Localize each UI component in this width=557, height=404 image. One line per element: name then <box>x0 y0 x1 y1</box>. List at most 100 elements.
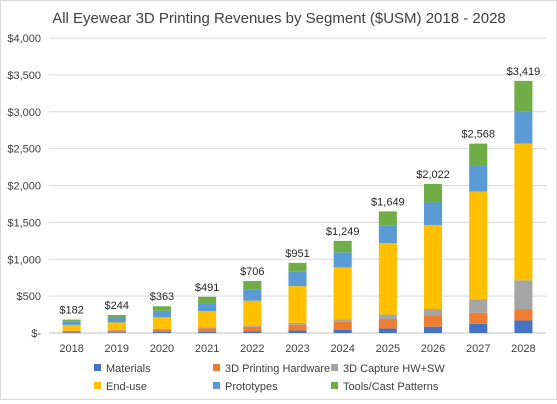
bar-segment-prototypes-2024 <box>334 252 352 267</box>
bar-segment-materials-2026 <box>424 327 442 333</box>
bar-segment-prototypes-2018 <box>63 322 81 325</box>
y-axis: $- $500 $1,000 $1,500 $2,000 $2,500 $3,000 $3,5… <box>7 33 41 340</box>
bar-segment-prototypes-2026 <box>424 202 442 224</box>
bars <box>63 81 533 333</box>
x-tick-label: 2021 <box>195 343 219 355</box>
bar-segment-materials-2019 <box>108 332 126 333</box>
bar-segment-3d-capture-hw-sw-2027 <box>469 299 487 312</box>
legend-label: 3D Capture HW+SW <box>343 363 445 375</box>
bar-segment-end-use-2027 <box>469 191 487 299</box>
total-label-2020: $363 <box>150 291 174 303</box>
bar-segment-end-use-2021 <box>198 311 216 327</box>
bar-segment-3d-capture-hw-sw-2028 <box>514 280 532 309</box>
x-tick-label: 2026 <box>421 343 445 355</box>
bar-segment-end-use-2022 <box>243 301 261 326</box>
x-tick-label: 2024 <box>330 343 354 355</box>
bar-segment-3d-printing-hardware-2028 <box>514 309 532 320</box>
y-tick-label: $3,000 <box>7 107 41 119</box>
legend-label: 3D Printing Hardware <box>225 363 330 375</box>
legend-swatch-3d-capture-hw-sw <box>331 364 338 371</box>
bar-segment-tools-cast-patterns-2026 <box>424 184 442 203</box>
total-label-2027: $2,568 <box>461 129 495 141</box>
bar-segment-3d-printing-hardware-2023 <box>288 325 306 331</box>
y-tick-label: $1,500 <box>7 217 41 229</box>
legend-swatch-end-use <box>94 382 101 389</box>
x-tick-label: 2022 <box>240 343 264 355</box>
bar-segment-3d-capture-hw-sw-2023 <box>288 323 306 325</box>
bar-segment-3d-printing-hardware-2024 <box>334 322 352 330</box>
bar-segment-end-use-2024 <box>334 267 352 319</box>
bar-segment-prototypes-2028 <box>514 112 532 144</box>
total-label-2028: $3,419 <box>507 66 541 78</box>
bar-segment-3d-printing-hardware-2025 <box>379 319 397 329</box>
bar-segment-end-use-2026 <box>424 225 442 309</box>
bar-segment-materials-2023 <box>288 331 306 333</box>
bar-segment-tools-cast-patterns-2028 <box>514 81 532 112</box>
bar-segment-3d-capture-hw-sw-2026 <box>424 309 442 316</box>
bar-segment-materials-2020 <box>153 332 171 333</box>
bar-segment-materials-2021 <box>198 332 216 333</box>
bar-segment-3d-printing-hardware-2027 <box>469 313 487 324</box>
x-tick-label: 2025 <box>376 343 400 355</box>
bar-segment-materials-2018 <box>63 332 81 333</box>
bar-segment-tools-cast-patterns-2020 <box>153 306 171 311</box>
bar-segment-tools-cast-patterns-2022 <box>243 281 261 290</box>
legend-swatch-materials <box>94 364 101 371</box>
total-label-2022: $706 <box>240 266 264 278</box>
bar-segment-end-use-2018 <box>63 325 81 331</box>
x-tick-label: 2027 <box>466 343 490 355</box>
y-tick-label: $500 <box>17 291 41 303</box>
bar-segment-materials-2022 <box>243 331 261 333</box>
x-tick-label: 2019 <box>105 343 129 355</box>
total-label-2025: $1,649 <box>371 196 405 208</box>
y-tick-label: $2,000 <box>7 181 41 193</box>
chart-title: All Eyewear 3D Printing Revenues by Segm… <box>52 10 506 27</box>
bar-segment-3d-printing-hardware-2019 <box>108 330 126 332</box>
bar-segment-3d-printing-hardware-2018 <box>63 331 81 332</box>
bar-segment-3d-printing-hardware-2026 <box>424 316 442 327</box>
y-tick-label: $4,000 <box>7 33 41 45</box>
total-label-2018: $182 <box>59 305 83 317</box>
legend-label: End-use <box>106 381 147 393</box>
bar-segment-3d-printing-hardware-2022 <box>243 327 261 331</box>
x-tick-label: 2023 <box>285 343 309 355</box>
legend-label: Tools/Cast Patterns <box>343 381 439 393</box>
legend-label: Materials <box>106 363 151 375</box>
bar-segment-end-use-2019 <box>108 322 126 330</box>
legend-swatch-tools-cast-patterns <box>331 382 338 389</box>
bar-segment-materials-2027 <box>469 324 487 333</box>
legend: Materials 3D Printing Hardware 3D Capture … <box>94 363 445 393</box>
total-label-2026: $2,022 <box>416 169 450 181</box>
bar-segment-end-use-2025 <box>379 243 397 315</box>
x-tick-label: 2028 <box>511 343 535 355</box>
bar-segment-materials-2025 <box>379 329 397 333</box>
legend-swatch-prototypes <box>213 382 220 389</box>
bar-segment-3d-capture-hw-sw-2020 <box>153 329 171 330</box>
y-tick-label: $3,500 <box>7 70 41 82</box>
y-tick-label: $- <box>31 328 41 340</box>
bar-segment-prototypes-2022 <box>243 290 261 301</box>
bar-segment-prototypes-2025 <box>379 226 397 243</box>
bar-segment-3d-printing-hardware-2021 <box>198 328 216 331</box>
bar-segment-3d-capture-hw-sw-2024 <box>334 319 352 322</box>
bar-segment-tools-cast-patterns-2019 <box>108 315 126 318</box>
y-tick-label: $2,500 <box>7 144 41 156</box>
bar-segment-tools-cast-patterns-2025 <box>379 211 397 225</box>
total-label-2023: $951 <box>285 248 309 260</box>
y-tick-label: $1,000 <box>7 254 41 266</box>
bar-segment-3d-printing-hardware-2020 <box>153 329 171 332</box>
x-tick-label: 2020 <box>150 343 174 355</box>
bar-segment-prototypes-2023 <box>288 272 306 286</box>
bar-segment-prototypes-2021 <box>198 303 216 311</box>
bar-segment-prototypes-2019 <box>108 318 126 322</box>
bar-segment-tools-cast-patterns-2023 <box>288 263 306 272</box>
bar-segment-prototypes-2027 <box>469 166 487 191</box>
total-label-2021: $491 <box>195 282 219 294</box>
bar-segment-end-use-2023 <box>288 286 306 323</box>
bar-segment-tools-cast-patterns-2024 <box>334 241 352 252</box>
bar-segment-end-use-2020 <box>153 317 171 329</box>
total-label-2024: $1,249 <box>326 226 360 238</box>
total-label-2019: $244 <box>105 300 129 312</box>
